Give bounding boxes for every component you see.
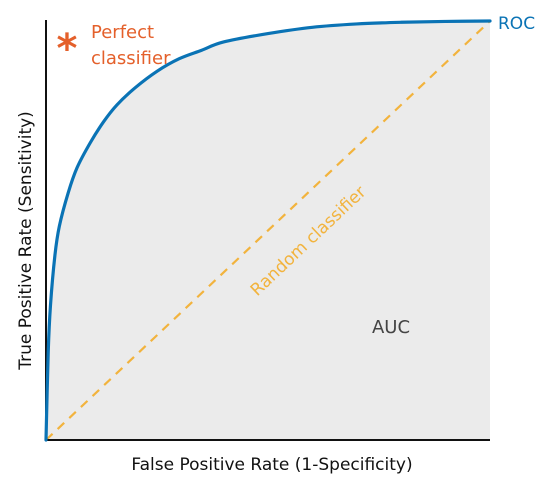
perfect-classifier-marker: * <box>57 26 78 72</box>
perfect-classifier-label-line-2: classifier <box>91 48 171 69</box>
y-axis-label: True Positive Rate (Sensitivity) <box>16 111 36 371</box>
auc-label: AUC <box>372 317 410 338</box>
roc-curve <box>44 19 492 442</box>
roc-series-label: ROC <box>498 14 535 34</box>
random-classifier-line <box>45 20 491 441</box>
plot-area <box>44 19 492 442</box>
x-axis-label: False Positive Rate (1-Specificity) <box>131 455 412 475</box>
perfect-classifier-label-line-1: Perfect <box>91 22 154 43</box>
